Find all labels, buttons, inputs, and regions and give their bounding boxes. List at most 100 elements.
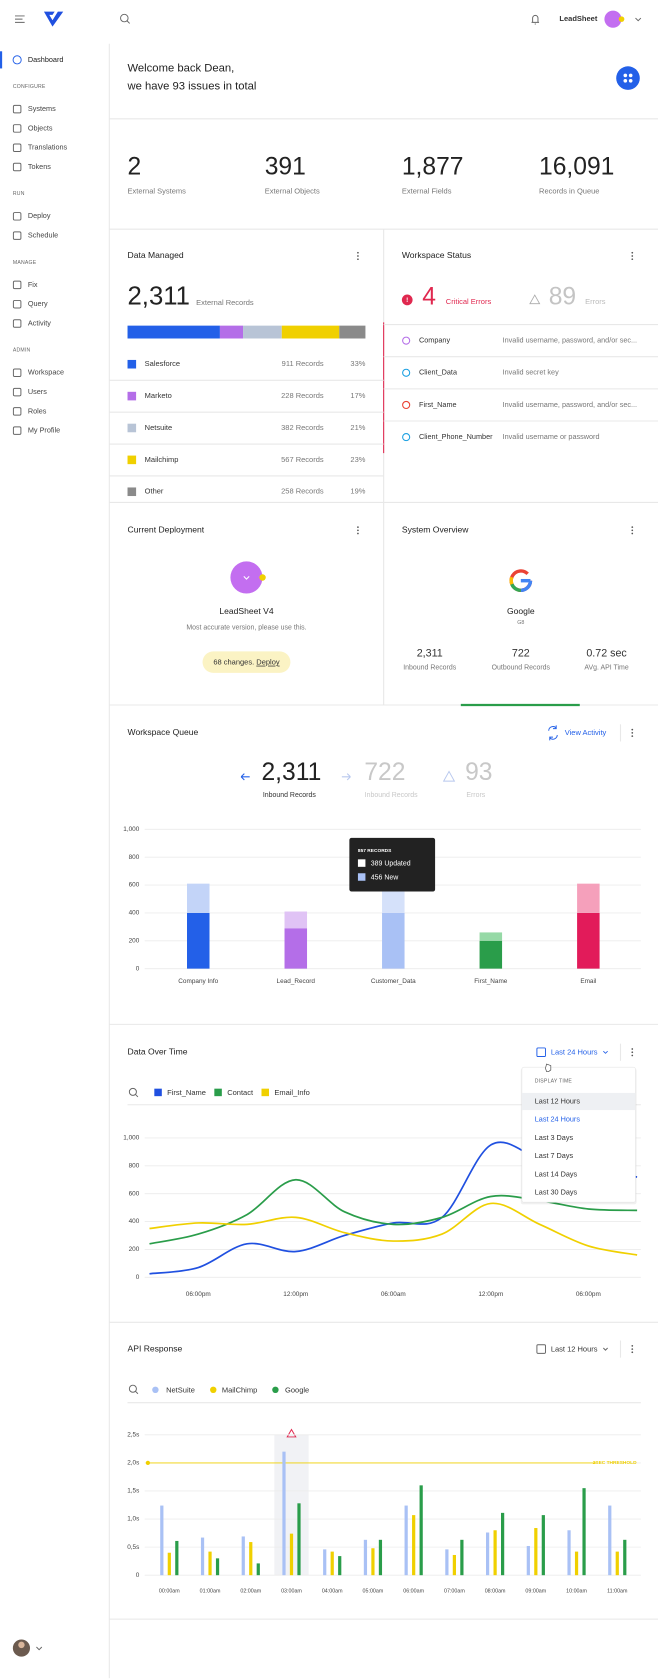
deploy-link[interactable]: Deploy <box>256 658 280 667</box>
nav-item[interactable]: Roles <box>28 406 47 415</box>
tooltip-swatch <box>357 873 366 881</box>
menu-dots[interactable] <box>631 251 634 254</box>
menu-dots[interactable] <box>631 1054 634 1057</box>
nav-item[interactable]: Workspace <box>28 368 64 377</box>
y-tick-label: 2,5s <box>127 1432 139 1439</box>
queue-stat-label: Inbound Records <box>365 792 418 799</box>
sync-icon[interactable] <box>548 725 558 741</box>
menu-dots[interactable] <box>357 532 359 535</box>
critical-icon <box>401 294 413 306</box>
chevron[interactable] <box>36 1646 43 1651</box>
menu-dots[interactable] <box>357 258 359 261</box>
nav-item[interactable]: Translations <box>28 143 68 152</box>
x-tick-label: 11:00am <box>607 1589 628 1595</box>
bar <box>404 1505 408 1576</box>
nav-item[interactable]: Fix <box>28 280 38 289</box>
range-select[interactable]: Last 24 Hours <box>551 1048 598 1057</box>
y-tick-label: 0,5s <box>127 1544 139 1551</box>
dropdown-option[interactable]: Last 3 Days <box>535 1133 574 1142</box>
bell-icon[interactable] <box>531 14 540 25</box>
nav-item[interactable]: Objects <box>28 123 53 132</box>
system-name: Google <box>507 606 535 616</box>
dropdown-option[interactable]: Last 14 Days <box>535 1169 578 1178</box>
menu-dots[interactable] <box>631 255 634 257</box>
nav-icon <box>12 231 22 240</box>
menu-dots[interactable] <box>357 526 359 528</box>
legend-swatch <box>127 359 137 369</box>
records-percent: 33% <box>350 359 365 368</box>
nav-item[interactable]: Tokens <box>28 162 51 171</box>
share-segment <box>339 325 366 339</box>
tooltip-swatch <box>357 859 366 867</box>
menu-dots[interactable] <box>631 526 634 528</box>
menu-dots[interactable] <box>357 255 359 257</box>
apps-icon <box>623 73 633 83</box>
menu-dots[interactable] <box>357 251 359 254</box>
workspace-name[interactable]: LeadSheet <box>559 14 597 23</box>
range-select[interactable]: Last 12 Hours <box>551 1345 598 1354</box>
user-avatar-face <box>18 1641 25 1649</box>
nav-item[interactable]: Schedule <box>28 231 58 240</box>
option-hover <box>521 1092 636 1111</box>
menu-button[interactable] <box>15 15 25 23</box>
menu-dots[interactable] <box>631 529 634 532</box>
nav-icon <box>12 280 22 290</box>
nav-item[interactable]: Dashboard <box>28 55 64 64</box>
dropdown-option[interactable]: Last 24 Hours <box>535 1115 581 1124</box>
menu-dots[interactable] <box>631 732 634 734</box>
chevron[interactable] <box>635 17 642 22</box>
menu-dots[interactable] <box>631 532 634 535</box>
changes-count: 68 changes. <box>213 658 254 667</box>
chevron[interactable] <box>603 1347 608 1351</box>
nav-item[interactable]: Systems <box>28 104 56 113</box>
menu-dots[interactable] <box>631 1348 634 1350</box>
y-tick-label: 1,000 <box>123 826 139 833</box>
calendar-icon[interactable] <box>536 1047 546 1057</box>
workspace-avatar[interactable] <box>604 10 622 28</box>
nav-item[interactable]: Activity <box>28 318 51 327</box>
nav-icon <box>12 124 22 133</box>
bar-segment <box>577 883 600 913</box>
records-count: 382 Records <box>281 423 324 432</box>
system-name: Other <box>145 487 164 496</box>
calendar-icon[interactable] <box>536 1344 546 1354</box>
menu-dots[interactable] <box>631 728 634 731</box>
system-icon <box>402 433 411 442</box>
view-activity-link[interactable]: View Activity <box>565 728 607 737</box>
stat-label: External Fields <box>402 187 452 196</box>
dropdown-option[interactable]: Last 30 Days <box>535 1188 578 1197</box>
nav-icon <box>12 143 22 152</box>
card-title: API Response <box>128 1343 183 1353</box>
menu-dots[interactable] <box>631 1051 634 1054</box>
nav-icon <box>12 407 22 416</box>
legend-icon <box>272 1386 279 1394</box>
menu-dots[interactable] <box>357 529 359 532</box>
menu-dots[interactable] <box>631 735 634 737</box>
menu-dots[interactable] <box>631 1345 634 1347</box>
bar <box>330 1551 334 1576</box>
dropdown-option[interactable]: Last 12 Hours <box>535 1096 581 1105</box>
menu-dots[interactable] <box>631 1048 634 1050</box>
search-icon <box>135 1390 139 1395</box>
dropdown-option[interactable]: Last 7 Days <box>535 1151 574 1160</box>
search-icon[interactable] <box>128 1384 137 1393</box>
nav-item[interactable]: Deploy <box>28 211 51 220</box>
bar-segment <box>382 912 405 969</box>
menu-dots[interactable] <box>631 258 634 261</box>
card-title: Data Managed <box>128 250 184 260</box>
nav-item[interactable]: My Profile <box>28 426 60 435</box>
x-tick-label: 03:00am <box>281 1589 302 1595</box>
stat-label: External Objects <box>265 187 320 196</box>
nav-item[interactable]: Users <box>28 387 47 396</box>
bar <box>371 1548 375 1576</box>
chevron[interactable] <box>603 1050 608 1054</box>
bar <box>289 1533 294 1576</box>
apps-button[interactable] <box>616 66 640 90</box>
nav-item[interactable]: Query <box>28 299 48 308</box>
menu-dots[interactable] <box>631 1351 634 1354</box>
search-button[interactable] <box>120 13 131 24</box>
search-icon[interactable] <box>128 1087 137 1096</box>
bar <box>282 1451 286 1576</box>
bar <box>567 1530 571 1576</box>
